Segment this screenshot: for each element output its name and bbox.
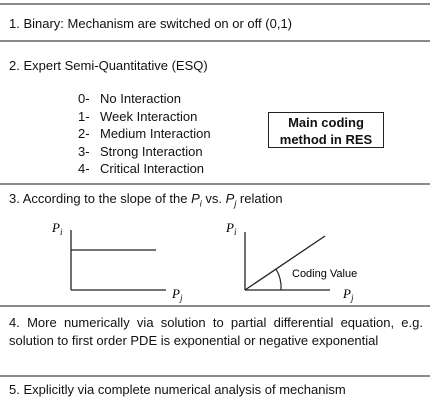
esq-item: 2- Medium Interaction xyxy=(78,125,211,143)
angle-arc xyxy=(275,268,282,291)
esq-item: 1- Week Interaction xyxy=(78,108,211,126)
slope-line xyxy=(244,235,326,291)
section-5-text: 5. Explicitly via complete numerical ana… xyxy=(9,382,346,397)
section-3-title: 3. According to the slope of the Pi vs. … xyxy=(9,191,283,209)
y-label: Pi xyxy=(51,220,63,237)
note-line: method in RES xyxy=(279,132,373,147)
var: P xyxy=(191,191,200,206)
x-label: Pj xyxy=(342,286,354,303)
esq-item: 0- No Interaction xyxy=(78,90,211,108)
note-line: Main coding xyxy=(288,115,364,130)
esq-item: 3- Strong Interaction xyxy=(78,143,211,161)
esq-code: 1- xyxy=(78,108,90,124)
esq-code: 3- xyxy=(78,143,90,159)
sub: j xyxy=(234,198,237,209)
esq-code: 4- xyxy=(78,161,90,176)
esq-list: 0- No Interaction 1- Week Interaction 2- Medi… xyxy=(78,90,211,178)
divider xyxy=(0,3,430,5)
text: vs. xyxy=(201,191,226,206)
esq-label: Week Interaction xyxy=(100,108,198,124)
section-1-text: 1. Binary: Mechanism are switched on or … xyxy=(9,16,292,31)
esq-label: Strong Interaction xyxy=(100,143,203,159)
divider xyxy=(0,40,430,42)
divider xyxy=(0,183,430,185)
esq-label: Medium Interaction xyxy=(100,126,211,141)
esq-item: 4- Critical Interaction xyxy=(78,160,211,178)
annotation: Coding Value xyxy=(292,268,357,280)
y-label: Pi xyxy=(225,220,237,237)
divider xyxy=(0,305,430,307)
graph-left: Pi Pj xyxy=(51,220,183,303)
section-2-title: 2. Expert Semi-Quantitative (ESQ) xyxy=(9,58,208,73)
note-box: Main coding method in RES xyxy=(268,112,384,148)
graph-right: Coding Value Pi Pj xyxy=(225,220,357,303)
divider xyxy=(0,375,430,377)
esq-label: Critical Interaction xyxy=(100,161,205,176)
text: 3. According to the slope of the xyxy=(9,191,192,206)
x-label: Pj xyxy=(171,286,183,303)
sub: i xyxy=(199,198,202,209)
esq-code: 0- xyxy=(78,91,90,106)
text: relation xyxy=(236,191,283,206)
esq-code: 2- xyxy=(78,126,90,141)
section-4-text: 4. More numerically via solution to part… xyxy=(9,315,423,348)
esq-label: No Interaction xyxy=(100,91,181,106)
var: P xyxy=(225,191,235,206)
